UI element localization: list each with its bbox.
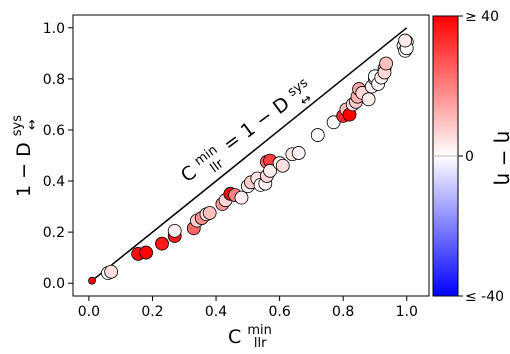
scatter-point (291, 146, 306, 160)
reference-line (88, 27, 408, 284)
colorbar-label: η − η (493, 131, 510, 186)
x-tick-label: 0.4 (205, 304, 227, 320)
scatter-point (88, 276, 96, 285)
scatter-point (104, 264, 119, 279)
reference-line-label: C min llr = 1 − D sys ↔ (173, 67, 326, 193)
scatter-point (155, 236, 169, 251)
scatter-point (139, 245, 154, 260)
scatter-point (379, 56, 393, 71)
y-tick-label: 0.0 (43, 276, 65, 292)
scatter-points (88, 33, 414, 285)
scatter-point (234, 190, 249, 205)
y-tick-label: 0.4 (43, 174, 65, 190)
y-tick-label: 0.6 (43, 123, 65, 139)
scatter-point (398, 33, 413, 48)
x-tick-label: 1.0 (396, 304, 418, 320)
y-tick-label: 0.2 (43, 225, 65, 241)
x-tick-label: 0.2 (141, 304, 163, 320)
scatter-point (326, 115, 341, 130)
y-tick-label: 1.0 (43, 21, 65, 37)
x-tick-label: 0.8 (332, 304, 354, 320)
y-axis-title: 1 − D sys ↔ (4, 109, 40, 197)
colorbar-tick-label: 0 (465, 149, 474, 165)
plot-frame (72, 14, 430, 297)
x-axis-ticks: 0.0 0.2 0.4 0.6 0.8 1.0 (78, 296, 418, 320)
x-tick-label: 0.6 (268, 304, 290, 320)
scatter-point (167, 223, 182, 238)
scatter-point (275, 158, 290, 173)
scatter-point (361, 92, 376, 107)
y-axis-ticks: 0.0 0.2 0.4 0.6 0.8 1.0 (43, 21, 73, 292)
colorbar-tick-label: ≤ -40 (465, 289, 504, 305)
x-axis-title: C min llr (228, 317, 278, 349)
scatter-point (202, 206, 217, 220)
y-tick-label: 0.8 (43, 72, 65, 88)
colorbar-tick-label: ≥ 40 (465, 9, 499, 25)
colorbar-ticks: ≥ 40 0 ≤ -40 (433, 9, 504, 305)
scatter-point (310, 128, 325, 142)
scatter-point (263, 163, 277, 178)
x-tick-label: 0.0 (78, 304, 100, 320)
